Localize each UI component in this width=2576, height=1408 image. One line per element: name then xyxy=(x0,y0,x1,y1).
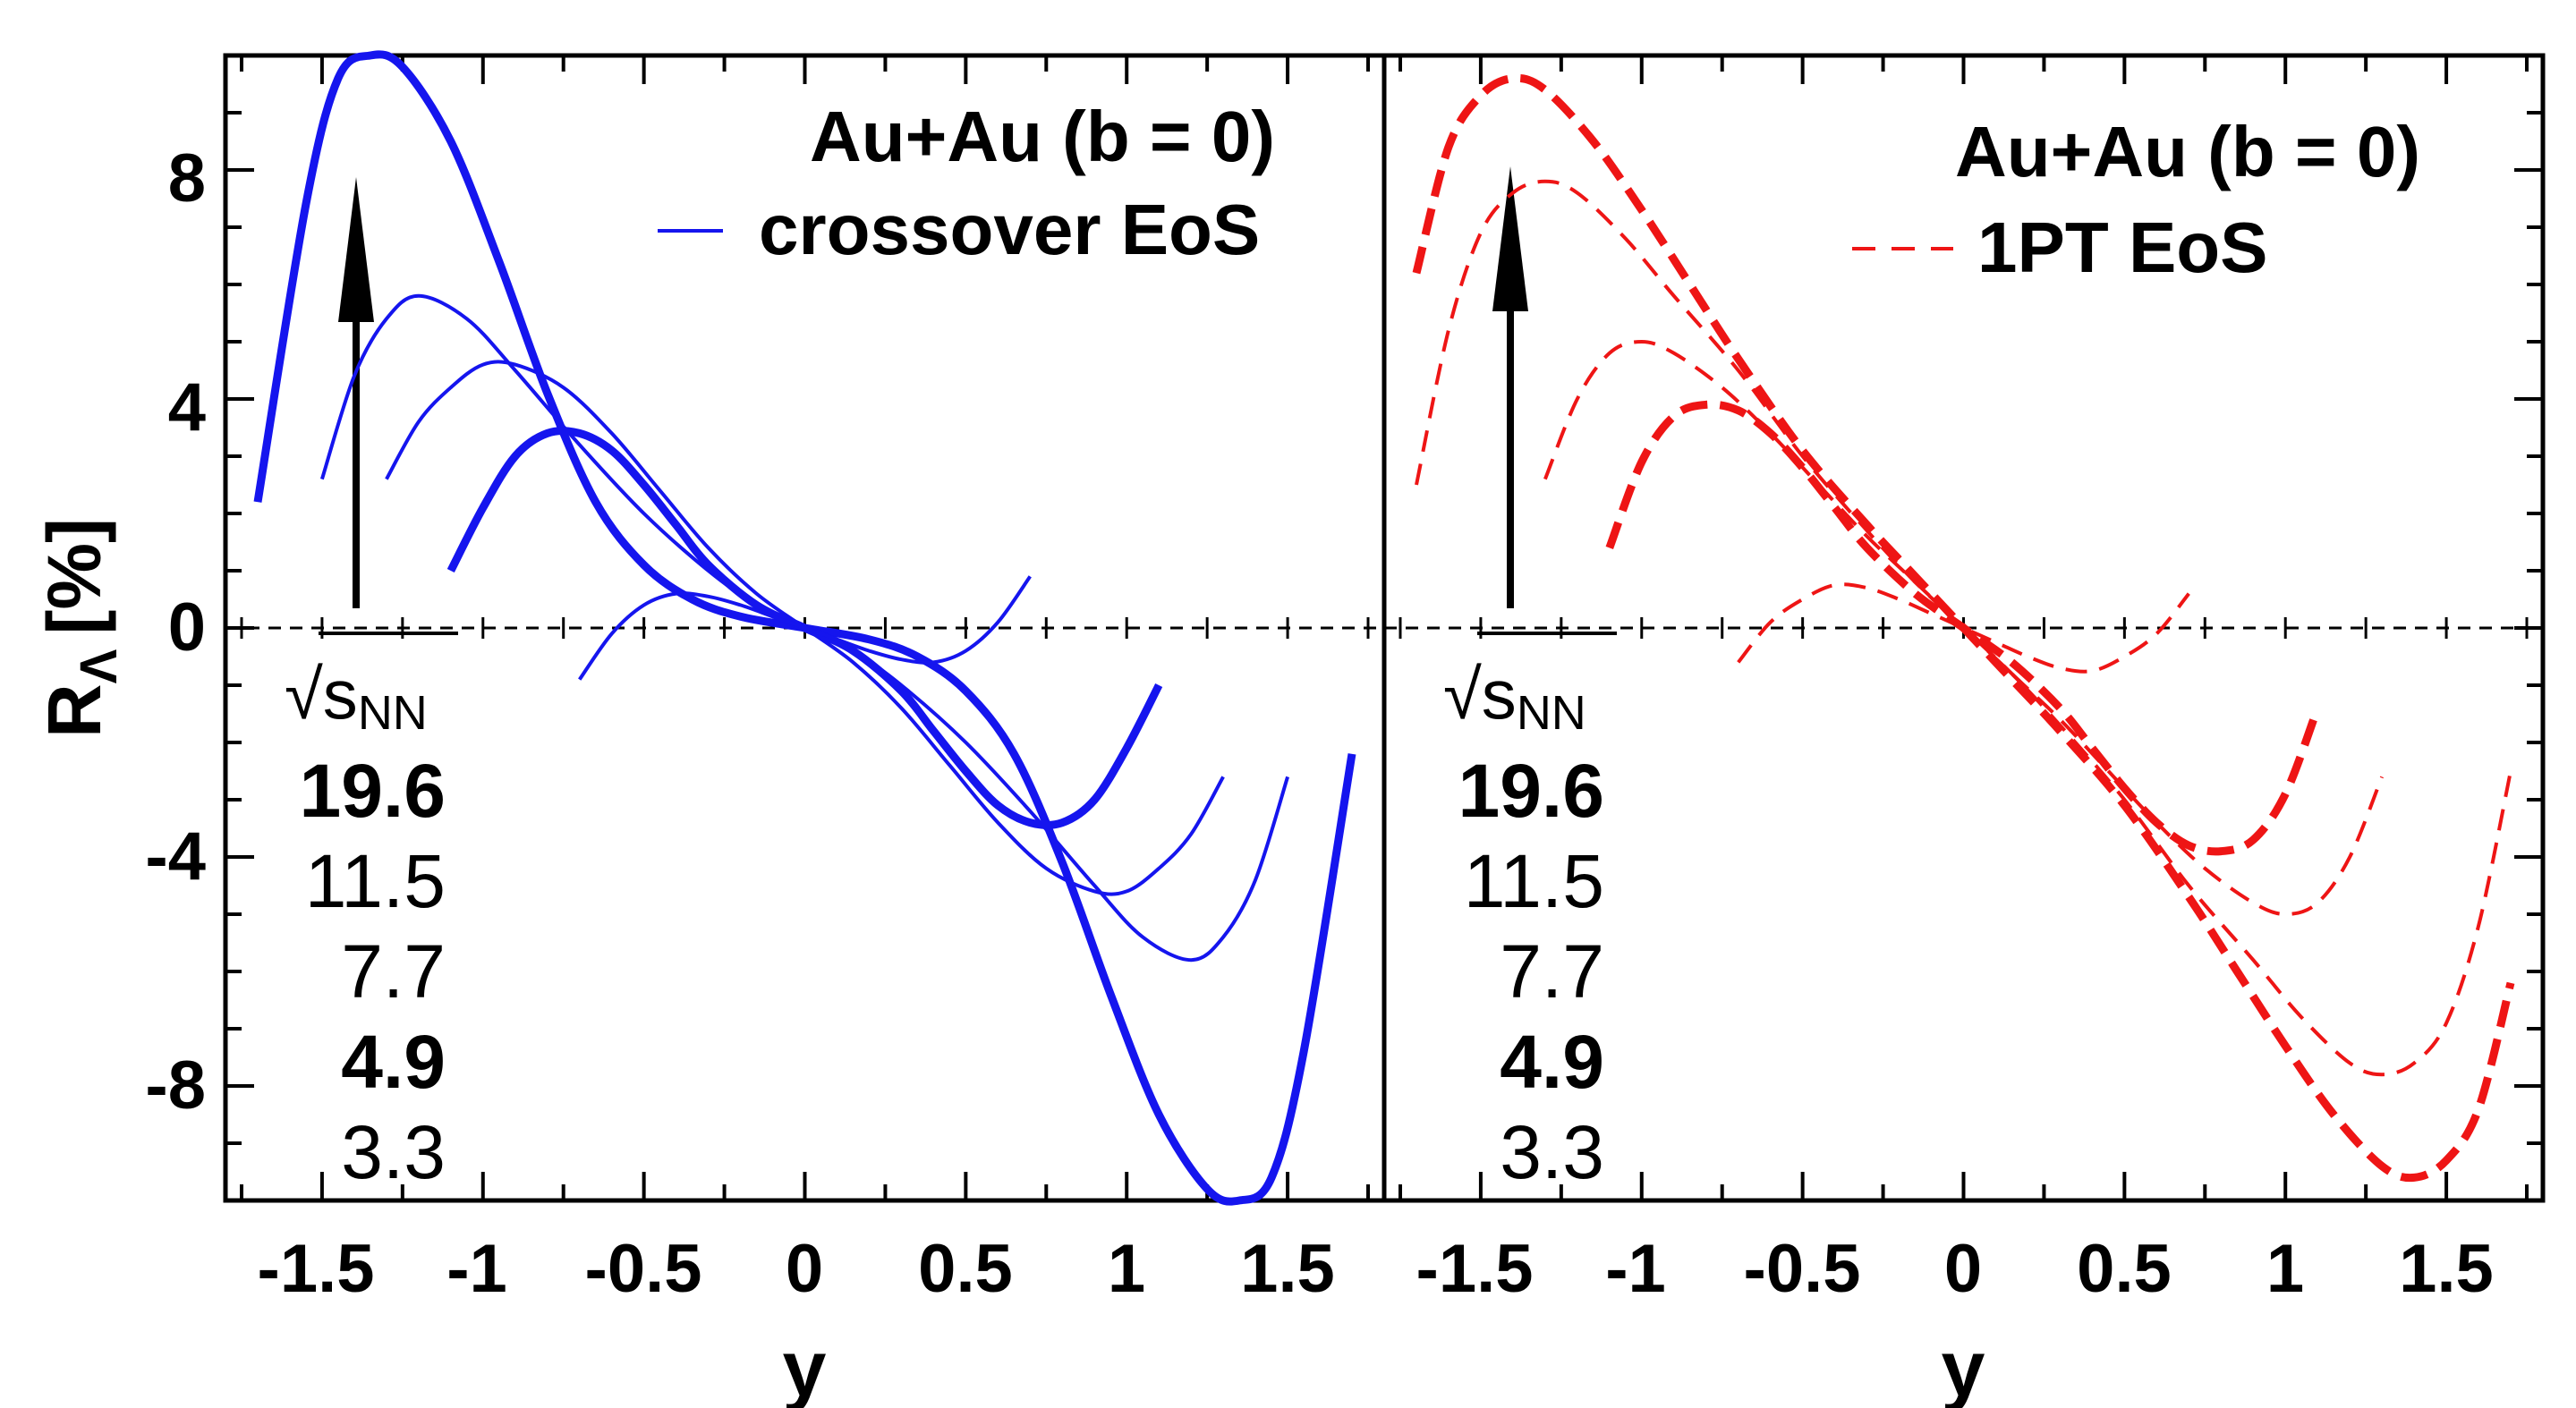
right-energy-header-main: √s xyxy=(1443,655,1517,734)
right-x-tick-label: -1 xyxy=(1605,1231,1666,1307)
right-legend-title: Au+Au (b = 0) xyxy=(1955,112,2420,191)
y-axis-title: RΛ [%] xyxy=(32,518,128,738)
left-x-tick-label: 0 xyxy=(786,1231,823,1307)
left-x-tick-label: -0.5 xyxy=(585,1231,702,1307)
right-energy-label: 11.5 xyxy=(1464,839,1604,923)
left-legend-title: Au+Au (b = 0) xyxy=(810,97,1275,176)
y-axis-title-unit: [%] xyxy=(32,518,116,635)
left-energy-label: 3.3 xyxy=(341,1110,446,1194)
right-x-tick-label: -0.5 xyxy=(1744,1231,1861,1307)
left-x-tick-label: -1.5 xyxy=(258,1231,375,1307)
left-energy-label: 4.9 xyxy=(341,1020,446,1104)
left-x-tick-label: 1 xyxy=(1108,1231,1145,1307)
right-x-tick-label: 1 xyxy=(2266,1231,2304,1307)
right-energy-arrowhead xyxy=(1492,166,1528,311)
y-tick-label-0: 0 xyxy=(168,589,206,666)
right-x-tick-label: 1.5 xyxy=(2399,1231,2494,1307)
right-legend-label: 1PT EoS xyxy=(1977,208,2268,287)
left-series-line-3-3 xyxy=(578,575,1032,681)
left-legend-label: crossover EoS xyxy=(759,190,1260,269)
left-energy-header: √sNN xyxy=(285,655,428,740)
right-series-group xyxy=(1412,73,2515,1183)
y-tick-label-neg8: -8 xyxy=(145,1048,206,1124)
right-energy-label: 19.6 xyxy=(1458,749,1605,833)
right-x-axis-title: y xyxy=(1942,1324,1985,1408)
left-energy-header-main: √s xyxy=(285,655,358,734)
left-x-tick-label: 0.5 xyxy=(918,1231,1013,1307)
y-tick-label-8: 8 xyxy=(168,140,206,216)
y-axis-title-main: R xyxy=(32,683,116,738)
right-energy-label: 4.9 xyxy=(1500,1020,1604,1104)
y-tick-label-4: 4 xyxy=(168,369,206,445)
left-energy-header-subscript: NN xyxy=(358,686,428,740)
left-x-axis-title: y xyxy=(783,1324,827,1408)
y-tick-label-neg4: -4 xyxy=(145,819,206,895)
right-series-line-3-3 xyxy=(1737,582,2190,674)
y-axis-title-subscript: Λ xyxy=(70,649,128,683)
left-energy-label: 19.6 xyxy=(300,749,446,833)
right-x-tick-label: 0 xyxy=(1944,1231,1982,1307)
right-x-ticks xyxy=(1398,55,2529,1200)
right-x-tick-label: 0.5 xyxy=(2077,1231,2172,1307)
left-y-ticks xyxy=(225,54,2543,1202)
left-energy-arrowhead xyxy=(338,177,374,322)
right-energy-label: 7.7 xyxy=(1500,929,1604,1014)
left-x-tick-label: -1 xyxy=(446,1231,507,1307)
right-energy-header-subscript: NN xyxy=(1517,686,1586,740)
left-series-group xyxy=(253,50,1356,1206)
right-energy-header: √sNN xyxy=(1443,655,1586,740)
left-energy-label: 7.7 xyxy=(341,929,446,1014)
right-energy-label: 3.3 xyxy=(1500,1110,1604,1194)
left-energy-label: 11.5 xyxy=(305,839,446,923)
left-x-tick-label: 1.5 xyxy=(1240,1231,1335,1307)
right-series-line-4-9 xyxy=(1605,400,2322,856)
right-x-tick-label: -1.5 xyxy=(1416,1231,1534,1307)
